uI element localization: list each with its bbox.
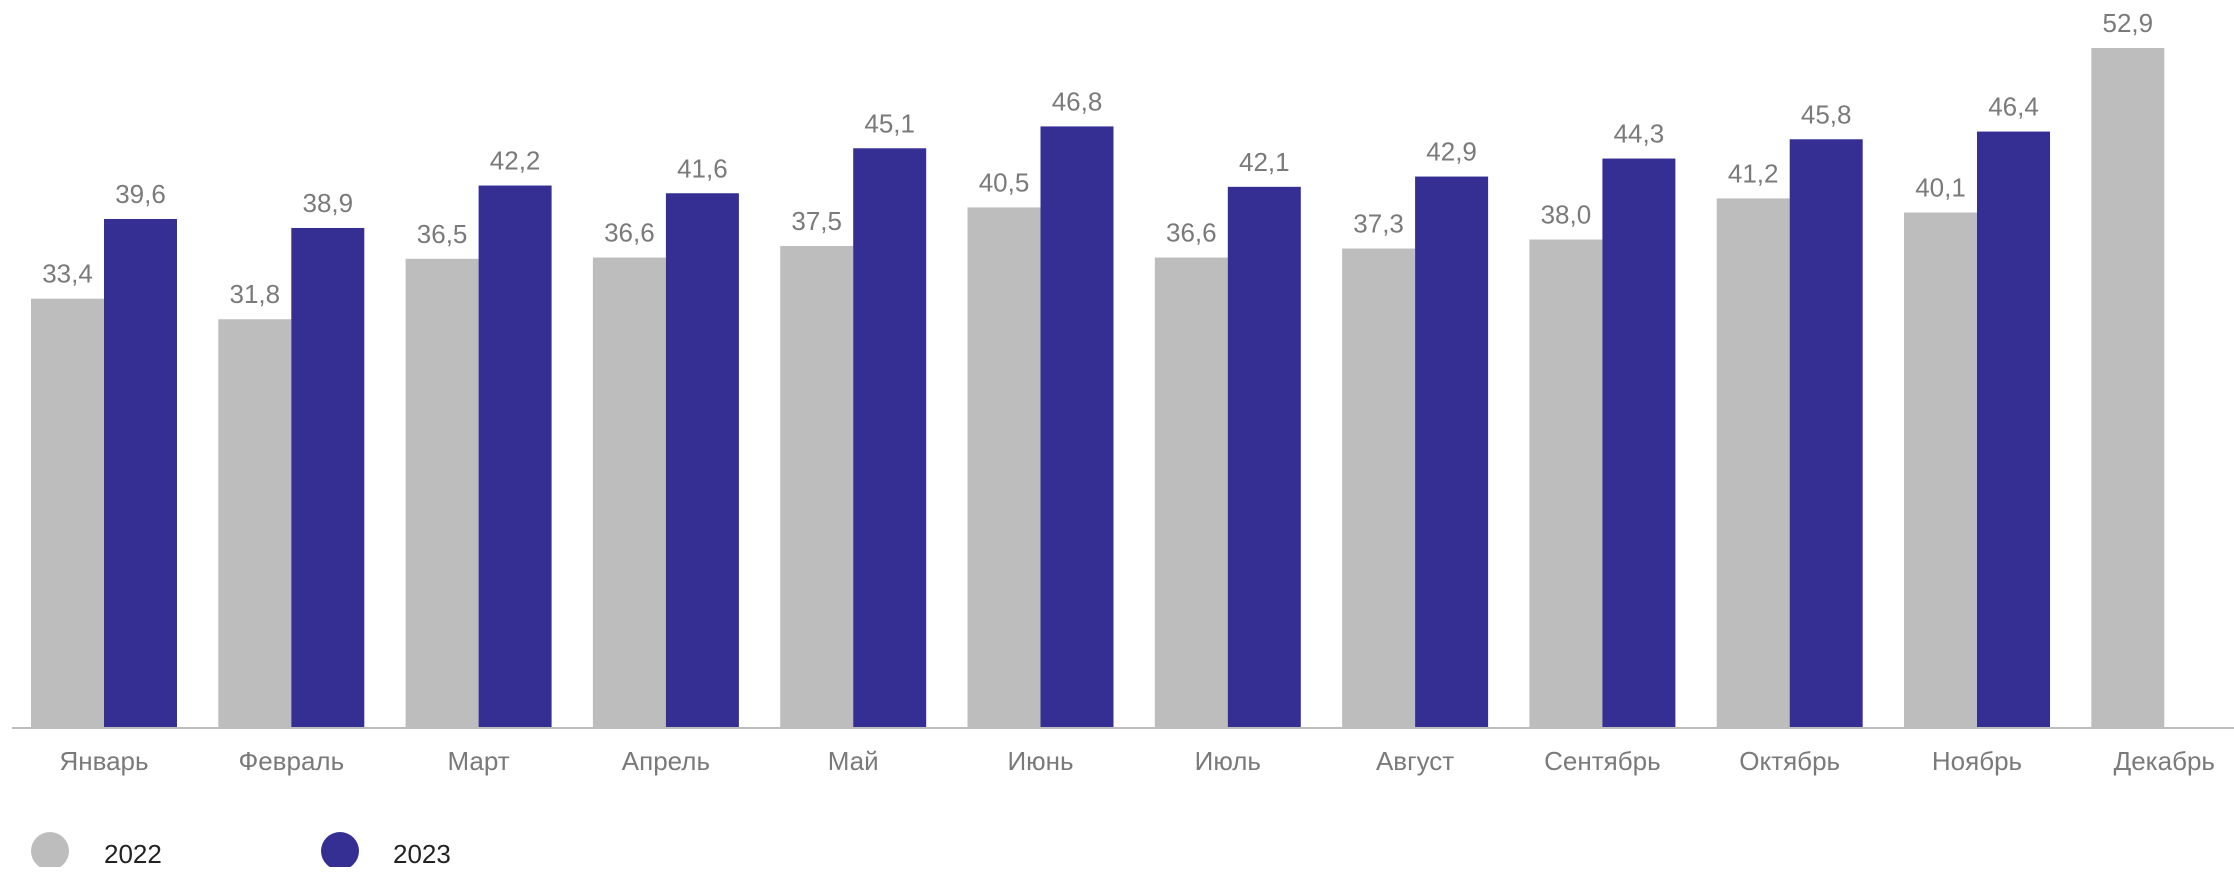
bar-2023-9 [1602, 158, 1676, 728]
data-label-2022-2: 31,8 [229, 279, 280, 309]
bar-2023-11 [1977, 131, 2050, 728]
data-label-2023-11: 46,4 [1988, 92, 2039, 122]
bar-2023-2 [291, 227, 365, 728]
x-tick-label: Октябрь [1739, 746, 1840, 776]
data-label-2022-11: 40,1 [1915, 173, 1966, 203]
data-label-2022-12: 52,9 [2102, 8, 2153, 38]
data-label-2022-10: 41,2 [1728, 158, 1779, 188]
x-tick-label: Июль [1195, 746, 1261, 776]
bar-2022-1 [31, 298, 104, 728]
data-label-2023-4: 41,6 [677, 153, 728, 183]
bar-2022-5 [780, 245, 854, 728]
x-tick-label: Март [447, 746, 509, 776]
bars-layer [31, 48, 2165, 729]
x-tick-label: Апрель [622, 746, 710, 776]
bar-2022-11 [1904, 212, 1977, 728]
x-tick-label: Декабрь [2114, 746, 2215, 776]
legend-marker-2023 [321, 832, 359, 870]
bar-2022-12 [2091, 48, 2165, 728]
data-label-2023-1: 39,6 [115, 179, 166, 209]
bar-2023-7 [1227, 186, 1301, 728]
x-tick-label: Февраль [238, 746, 344, 776]
bar-2022-6 [967, 207, 1041, 728]
data-label-2023-3: 42,2 [490, 146, 541, 176]
data-label-2023-10: 45,8 [1801, 99, 1852, 129]
bar-2022-3 [405, 258, 479, 728]
bar-2023-8 [1415, 176, 1489, 728]
x-tick-label: Июнь [1007, 746, 1073, 776]
x-tick-label: Ноябрь [1932, 746, 2022, 776]
bar-2022-7 [1154, 257, 1228, 728]
legend-marker-2022 [31, 832, 69, 870]
data-label-2023-5: 45,1 [864, 108, 915, 138]
bar-2023-5 [853, 148, 927, 728]
x-tick-labels: Январь Февраль Март Апрель Май Июнь Июль Август… [59, 746, 2215, 776]
bar-2023-6 [1040, 126, 1114, 728]
bar-2023-10 [1789, 139, 1863, 728]
bar-2023-3 [478, 185, 552, 728]
x-tick-label: Август [1376, 746, 1454, 776]
legend-label-2023: 2023 [393, 839, 451, 867]
data-label-2023-8: 42,9 [1426, 137, 1477, 167]
x-tick-label: Январь [59, 746, 148, 776]
x-tick-label: Сентябрь [1544, 746, 1660, 776]
legend-label-2022: 2022 [104, 839, 162, 867]
x-tick-label: Май [828, 746, 879, 776]
data-label-2022-5: 37,5 [791, 206, 842, 236]
bar-2022-10 [1716, 198, 1790, 728]
data-label-2023-2: 38,9 [302, 188, 353, 218]
bar-2022-9 [1529, 239, 1603, 728]
legend: 2022 2023 [31, 832, 451, 870]
data-label-2022-7: 36,6 [1166, 218, 1217, 248]
data-label-2022-6: 40,5 [979, 167, 1030, 197]
data-label-2023-6: 46,8 [1052, 86, 1103, 116]
data-label-2023-9: 44,3 [1614, 119, 1665, 149]
bar-2022-4 [592, 257, 666, 728]
data-label-2022-4: 36,6 [604, 218, 655, 248]
bar-2023-4 [665, 193, 739, 729]
value-labels-layer: 33,4 39,6 31,8 38,9 36,5 42,2 36,6 41,6 37,5 45,1… [42, 8, 2153, 309]
data-label-2022-1: 33,4 [42, 259, 93, 289]
data-label-2022-3: 36,5 [417, 219, 468, 249]
bar-2022-8 [1342, 248, 1416, 728]
data-label-2023-7: 42,1 [1239, 147, 1290, 177]
bar-2022-2 [218, 319, 292, 728]
data-label-2022-8: 37,3 [1353, 209, 1404, 239]
bar-2023-1 [104, 218, 177, 728]
data-label-2022-9: 38,0 [1541, 200, 1592, 230]
